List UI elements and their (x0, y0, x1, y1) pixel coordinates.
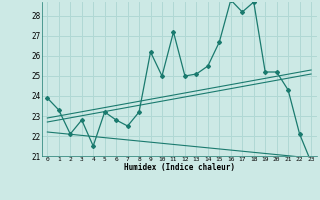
X-axis label: Humidex (Indice chaleur): Humidex (Indice chaleur) (124, 163, 235, 172)
